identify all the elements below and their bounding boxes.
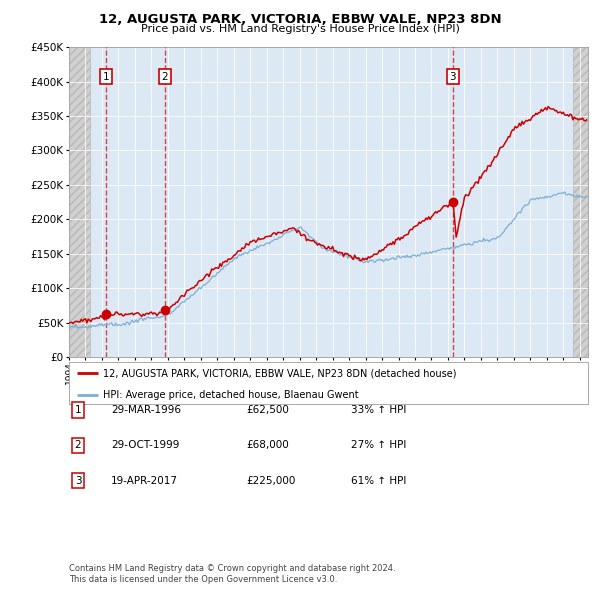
Bar (573, 47, 588, 357)
Text: £62,500: £62,500 (246, 405, 289, 415)
Text: Price paid vs. HM Land Registry's House Price Index (HPI): Price paid vs. HM Land Registry's House … (140, 24, 460, 34)
Text: HPI: Average price, detached house, Blaenau Gwent: HPI: Average price, detached house, Blae… (103, 390, 358, 400)
Text: 27% ↑ HPI: 27% ↑ HPI (351, 441, 406, 450)
Text: 12, AUGUSTA PARK, VICTORIA, EBBW VALE, NP23 8DN (detached house): 12, AUGUSTA PARK, VICTORIA, EBBW VALE, N… (103, 368, 456, 378)
Text: 61% ↑ HPI: 61% ↑ HPI (351, 476, 406, 486)
Text: 29-MAR-1996: 29-MAR-1996 (111, 405, 181, 415)
Text: 2: 2 (162, 72, 169, 82)
Text: 12, AUGUSTA PARK, VICTORIA, EBBW VALE, NP23 8DN: 12, AUGUSTA PARK, VICTORIA, EBBW VALE, N… (98, 13, 502, 26)
Text: 1: 1 (103, 72, 109, 82)
Text: 19-APR-2017: 19-APR-2017 (111, 476, 178, 486)
Text: 33% ↑ HPI: 33% ↑ HPI (351, 405, 406, 415)
Text: 29-OCT-1999: 29-OCT-1999 (111, 441, 179, 450)
Text: 1: 1 (74, 405, 82, 415)
Text: 2: 2 (74, 441, 82, 450)
Text: This data is licensed under the Open Government Licence v3.0.: This data is licensed under the Open Gov… (69, 575, 337, 584)
Text: 3: 3 (74, 476, 82, 486)
Text: 3: 3 (449, 72, 456, 82)
Bar (69, 47, 91, 357)
Text: £225,000: £225,000 (246, 476, 295, 486)
Text: Contains HM Land Registry data © Crown copyright and database right 2024.: Contains HM Land Registry data © Crown c… (69, 565, 395, 573)
Text: £68,000: £68,000 (246, 441, 289, 450)
